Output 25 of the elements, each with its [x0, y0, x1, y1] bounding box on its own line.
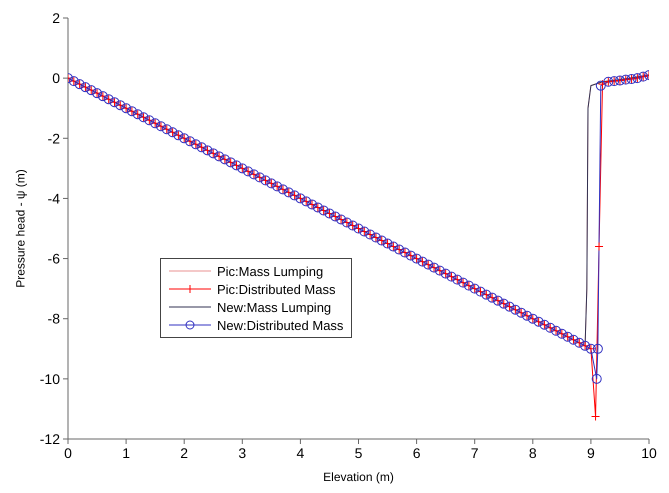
- x-tick-label: 3: [238, 444, 246, 461]
- y-tick-label: -6: [48, 250, 60, 267]
- y-tick-label: -2: [48, 130, 60, 146]
- legend-label: New:Mass Lumping: [217, 300, 332, 314]
- legend-label: New:Distributed Mass: [217, 318, 344, 332]
- y-axis-title: Pressure head - ψ (m): [13, 169, 28, 288]
- y-tick-label: -8: [48, 310, 60, 327]
- y-tick-label: -4: [48, 190, 60, 206]
- x-tick-label: 2: [180, 444, 188, 461]
- x-tick-label: 8: [528, 444, 537, 461]
- legend-label: Pic:Mass Lumping: [217, 264, 324, 278]
- x-tick-label: 0: [64, 444, 72, 461]
- x-tick-label: 5: [354, 444, 363, 461]
- y-tick-label: 2: [52, 10, 60, 26]
- x-axis-title: Elevation (m): [323, 470, 394, 484]
- y-tick-label: -12: [40, 430, 60, 447]
- y-tick-label: 0: [52, 70, 60, 86]
- y-tick-label: -10: [40, 370, 60, 387]
- x-tick-label: 10: [641, 444, 657, 461]
- x-tick-label: 9: [587, 444, 595, 461]
- x-tick-label: 4: [296, 444, 304, 461]
- x-tick-label: 1: [122, 444, 130, 461]
- x-tick-label: 7: [470, 444, 479, 461]
- x-tick-label: 6: [412, 444, 421, 461]
- legend-label: Pic:Distributed Mass: [217, 282, 336, 296]
